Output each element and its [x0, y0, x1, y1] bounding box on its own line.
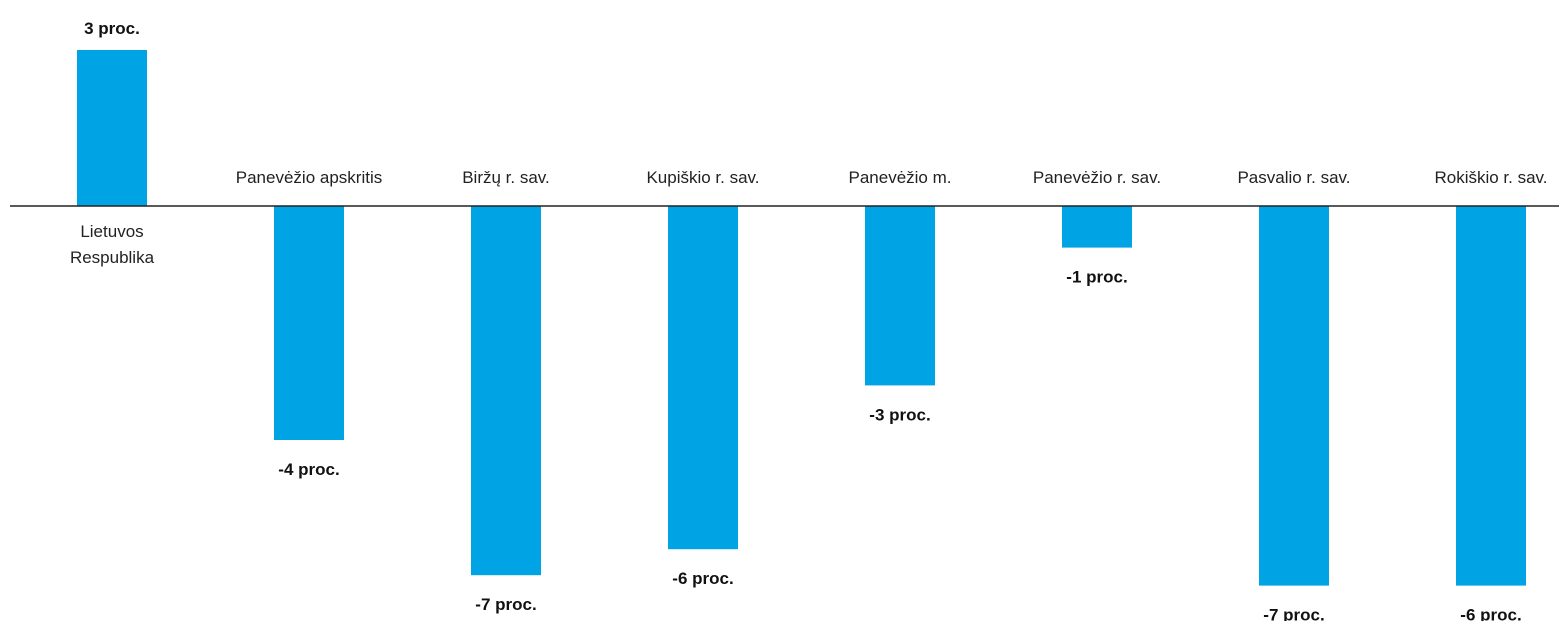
category-label-7: Rokiškio r. sav.: [1434, 168, 1547, 187]
category-label-5: Panevėžio r. sav.: [1033, 168, 1161, 187]
bar-2: [471, 206, 541, 576]
bar-7: [1456, 206, 1526, 586]
bars-group: [77, 50, 1526, 586]
value-label-4: -3 proc.: [869, 405, 930, 424]
bar-1: [274, 206, 344, 440]
bar-6: [1259, 206, 1329, 586]
category-label-3: Kupiškio r. sav.: [646, 168, 759, 187]
value-label-5: -1 proc.: [1066, 268, 1127, 287]
value-label-7: -6 proc.: [1460, 606, 1521, 621]
bar-3: [668, 206, 738, 550]
category-label-2: Biržų r. sav.: [462, 168, 550, 187]
bar-0: [77, 50, 147, 206]
value-label-0: 3 proc.: [84, 19, 140, 38]
labels-group: 3 proc. Lietuvos Respublika -4 proc. Panevėž…: [70, 19, 1548, 621]
category-label-4: Panevėžio m.: [849, 168, 952, 187]
category-label-0: Lietuvos Respublika: [70, 222, 155, 267]
value-label-6: -7 proc.: [1263, 606, 1324, 621]
value-label-3: -6 proc.: [672, 569, 733, 588]
category-label-6: Pasvalio r. sav.: [1237, 168, 1350, 187]
bar-4: [865, 206, 935, 386]
bar-5: [1062, 206, 1132, 248]
category-label-1: Panevėžio apskritis: [236, 168, 382, 187]
value-label-2: -7 proc.: [475, 595, 536, 614]
value-label-1: -4 proc.: [278, 460, 339, 479]
